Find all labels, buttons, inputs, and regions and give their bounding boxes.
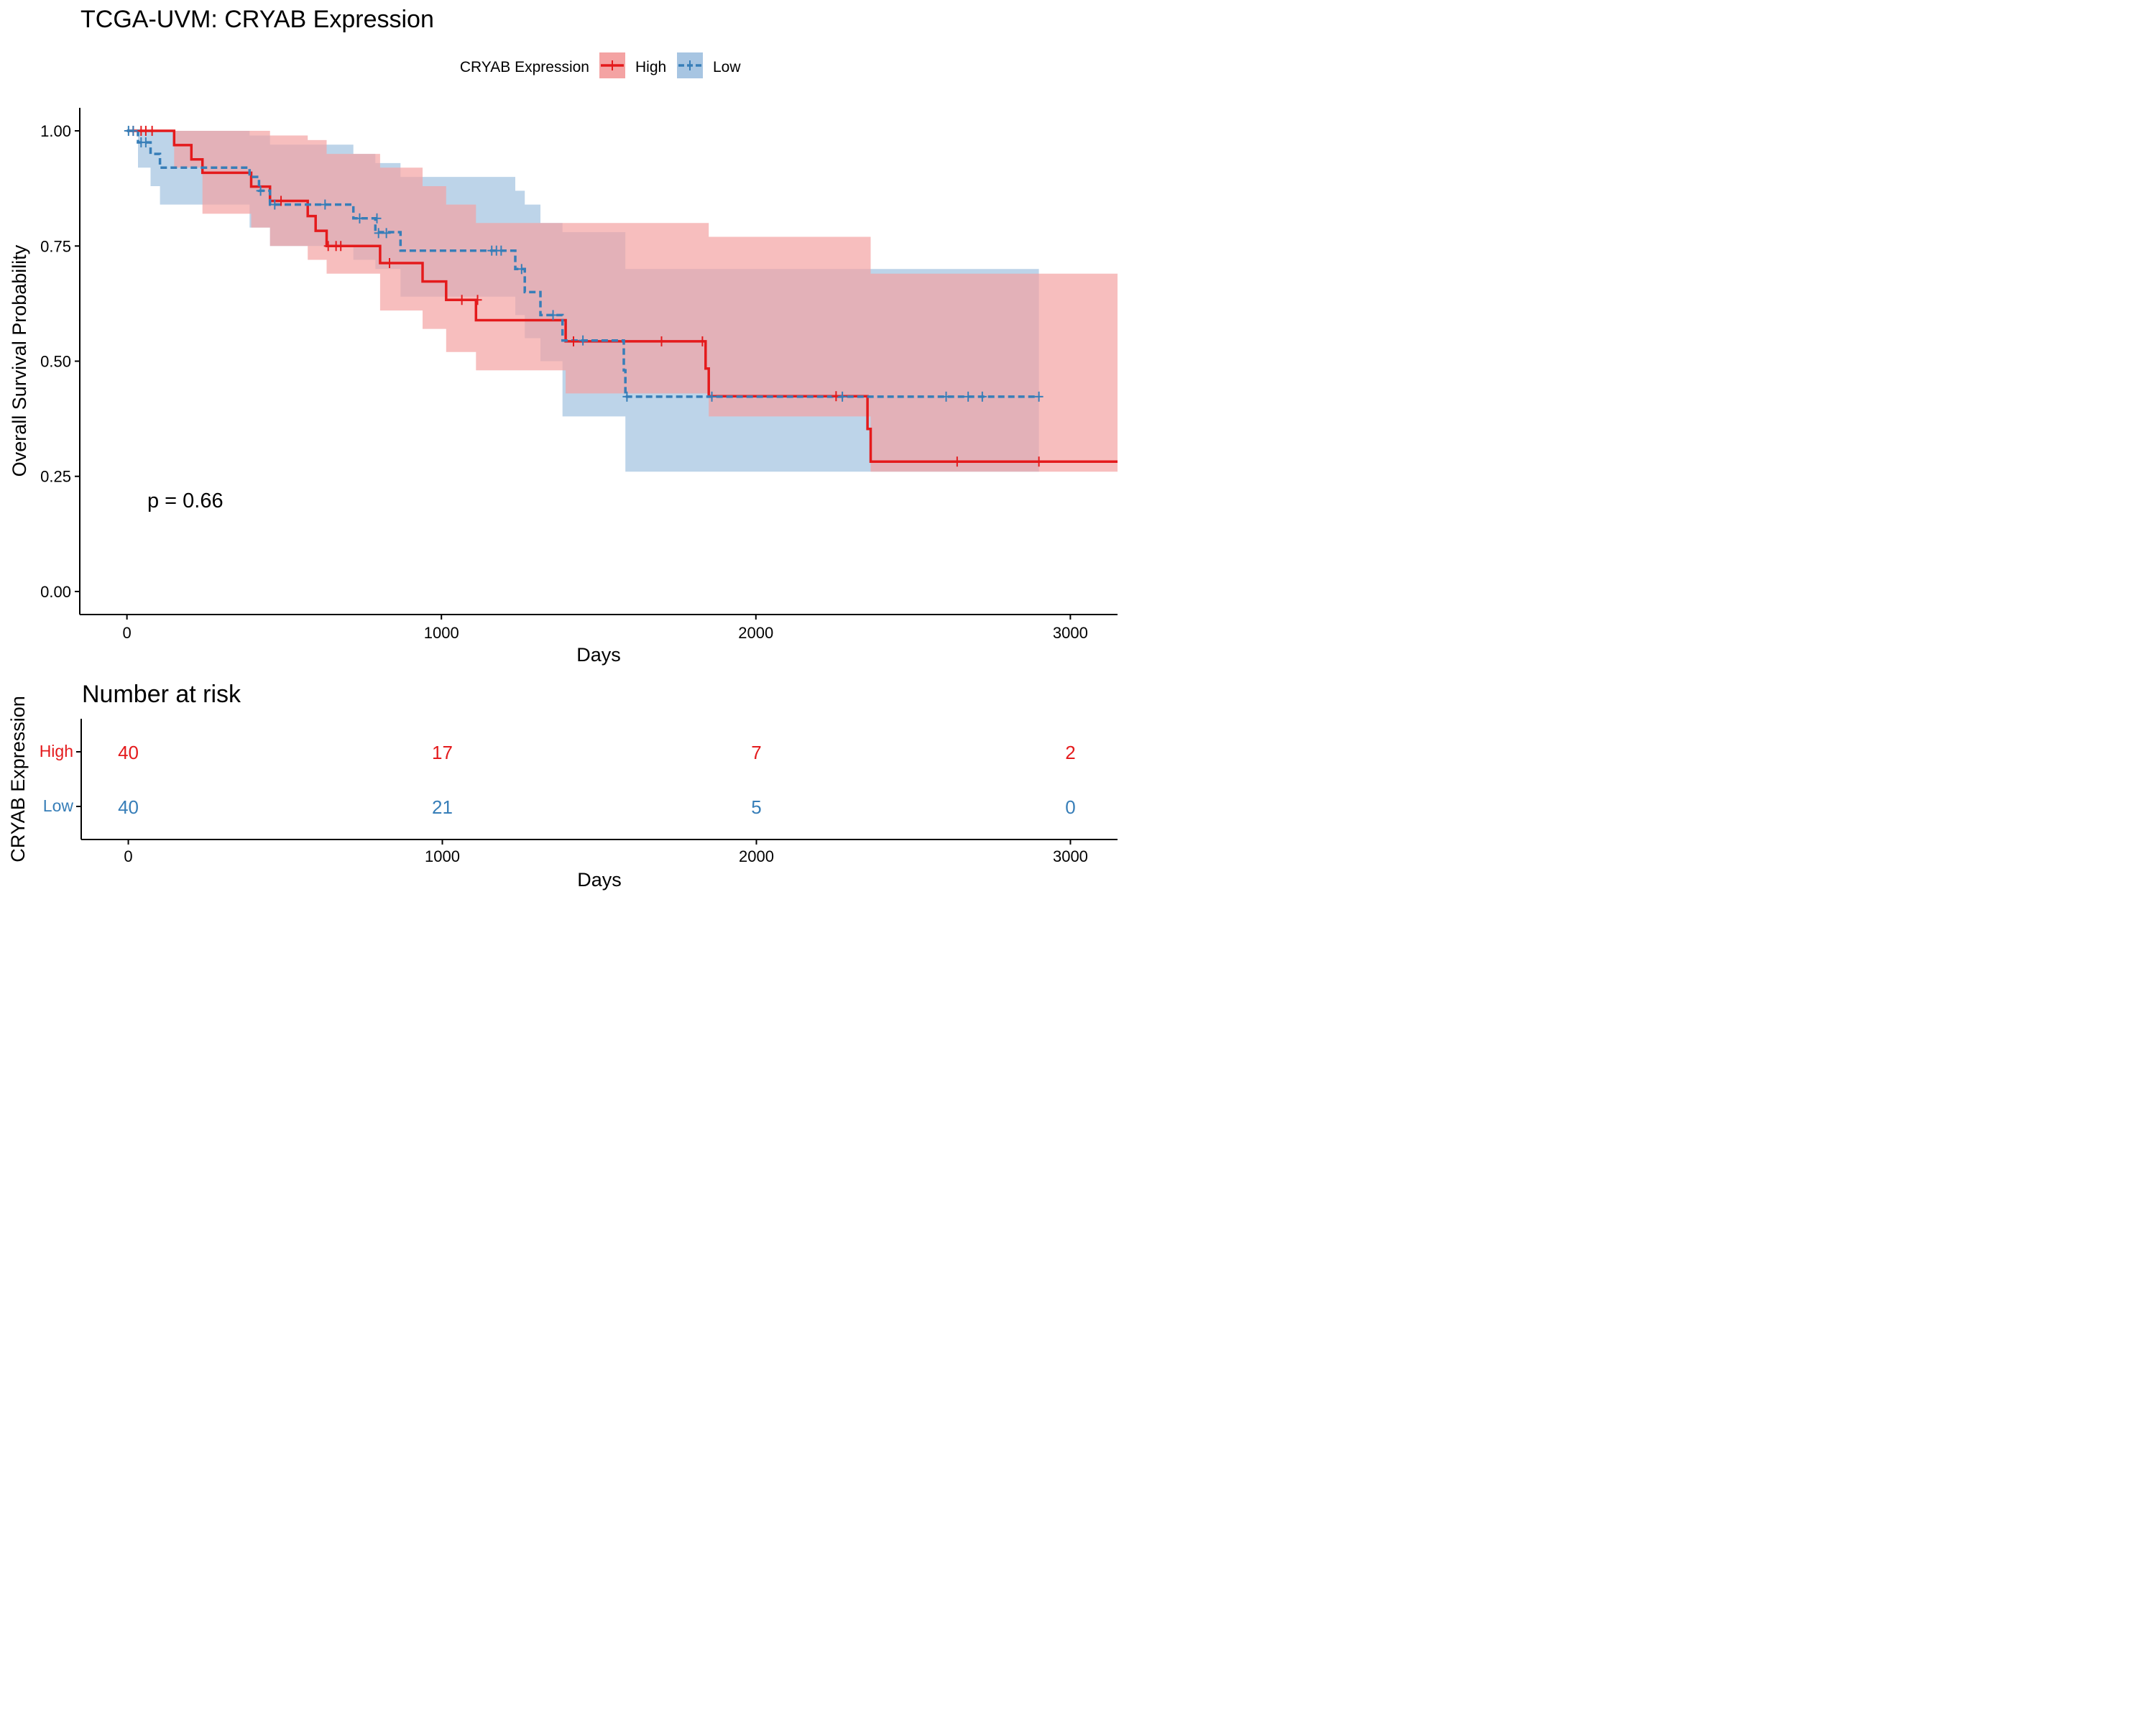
risk-row-label-high: High bbox=[40, 742, 73, 760]
y-ticks: 0.00 0.25 0.50 0.75 1.00 bbox=[40, 122, 80, 601]
legend: CRYAB Expression High Low bbox=[460, 52, 741, 78]
risk-table-title: Number at risk bbox=[82, 681, 241, 708]
risk-count-low: 0 bbox=[1065, 796, 1075, 818]
risk-count-high: 17 bbox=[432, 742, 453, 763]
plot-area bbox=[124, 126, 1118, 532]
band-high bbox=[126, 131, 1118, 532]
survival-curves bbox=[126, 129, 1118, 463]
legend-label-low: Low bbox=[713, 59, 741, 75]
risk-count-low: 21 bbox=[432, 796, 453, 818]
x-ticks: 0 1000 2000 3000 bbox=[123, 615, 1088, 642]
risk-x-tick-label: 1000 bbox=[425, 847, 460, 865]
survival-figure: TCGA-UVM: CRYAB Expression CRYAB Express… bbox=[7, 6, 1118, 891]
risk-row-label-low: Low bbox=[43, 796, 74, 815]
risk-x-tick-label: 0 bbox=[124, 847, 132, 865]
risk-count-low: 40 bbox=[118, 796, 139, 818]
risk-x-tick-label: 3000 bbox=[1053, 847, 1088, 865]
risk-table-x-ticks: 0 1000 2000 3000 bbox=[124, 840, 1088, 865]
y-axis-label: Overall Survival Probability bbox=[9, 244, 30, 477]
risk-count-high: 7 bbox=[751, 742, 761, 763]
risk-count-low: 5 bbox=[751, 796, 761, 818]
risk-table-y-axis-label: CRYAB Expression bbox=[7, 696, 29, 862]
risk-count-high: 40 bbox=[118, 742, 139, 763]
y-tick-label: 0.25 bbox=[40, 468, 71, 486]
risk-x-tick-label: 2000 bbox=[739, 847, 774, 865]
curve-high bbox=[126, 129, 1118, 463]
confidence-bands bbox=[126, 131, 1118, 532]
y-tick-label: 1.00 bbox=[40, 122, 71, 140]
y-tick-label: 0.50 bbox=[40, 353, 71, 371]
x-tick-label: 2000 bbox=[738, 624, 773, 642]
censor-marks bbox=[124, 126, 1044, 467]
y-tick-label: 0.00 bbox=[40, 583, 71, 601]
legend-label-high: High bbox=[635, 59, 666, 75]
x-tick-label: 3000 bbox=[1053, 624, 1088, 642]
x-axis-label: Days bbox=[576, 644, 621, 666]
p-value-label: p = 0.66 bbox=[147, 489, 224, 512]
y-tick-label: 0.75 bbox=[40, 237, 71, 255]
x-tick-label: 0 bbox=[123, 624, 132, 642]
risk-table-rows: High 40 17 7 2 Low 40 21 5 0 bbox=[40, 742, 1076, 818]
curve-low bbox=[126, 129, 1039, 398]
chart-title: TCGA-UVM: CRYAB Expression bbox=[80, 6, 434, 33]
risk-table-x-axis-label: Days bbox=[577, 869, 622, 891]
risk-count-high: 2 bbox=[1065, 742, 1075, 763]
legend-title: CRYAB Expression bbox=[460, 59, 589, 75]
x-tick-label: 1000 bbox=[424, 624, 459, 642]
